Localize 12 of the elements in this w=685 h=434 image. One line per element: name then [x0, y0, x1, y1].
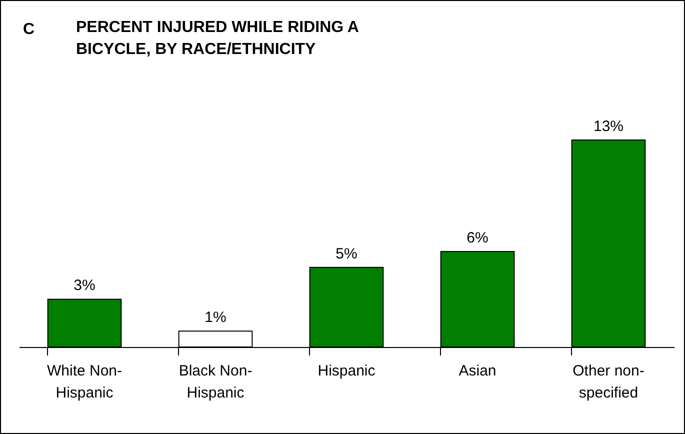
x-tick-label: White Non-Hispanic	[46, 362, 122, 402]
data-label: 6%	[466, 229, 488, 246]
x-tick-label: Hispanic	[318, 362, 376, 380]
data-label: 3%	[74, 277, 96, 294]
chart-title: PERCENT INJURED WHILE RIDING A BICYCLE, BY RACE/ETHNICITY	[76, 19, 360, 58]
data-label: 13%	[593, 118, 624, 135]
data-label: 1%	[204, 309, 226, 326]
data-label: 5%	[336, 245, 358, 262]
text: C	[23, 21, 35, 39]
x-tick-label: Asian	[458, 362, 496, 380]
x-tick-label: Other non-specified	[572, 362, 644, 402]
x-tick-label: Black Non-Hispanic	[178, 362, 252, 402]
